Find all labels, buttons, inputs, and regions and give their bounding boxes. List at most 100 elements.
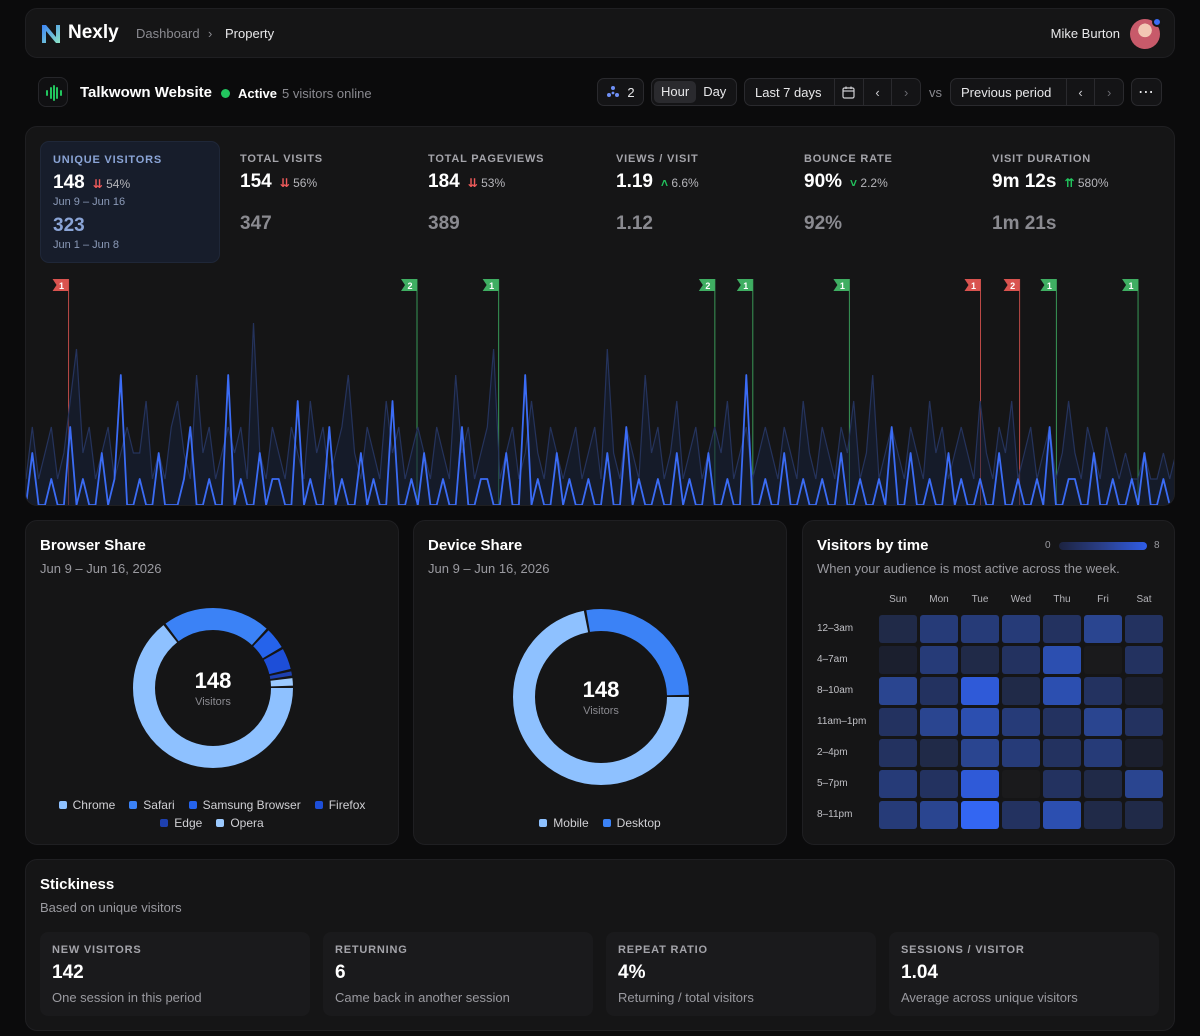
heat-cell[interactable] xyxy=(920,645,958,674)
heat-cell[interactable] xyxy=(1084,738,1122,767)
heat-cell[interactable] xyxy=(1043,645,1081,674)
metric-bounce-rate[interactable]: BOUNCE RATE 90% ˅ 2.2% 92% xyxy=(792,141,972,263)
heat-cell[interactable] xyxy=(1043,707,1081,736)
brand-name[interactable]: Nexly xyxy=(68,22,119,43)
heat-cell[interactable] xyxy=(1125,738,1163,767)
heat-cell[interactable] xyxy=(879,738,917,767)
nexly-logo-icon[interactable] xyxy=(40,23,62,45)
heat-cell[interactable] xyxy=(1043,800,1081,829)
status-dot xyxy=(221,89,230,98)
date-range-select[interactable]: Last 7 days xyxy=(755,84,822,100)
visitors-line-chart[interactable]: 1 2 1 2 1 1 1 2 1 1 xyxy=(26,267,1175,506)
annotation-flag[interactable]: 1 xyxy=(1040,279,1057,505)
heat-cell[interactable] xyxy=(1084,800,1122,829)
user-name[interactable]: Mike Burton xyxy=(1050,26,1120,41)
metric-views-per-visit[interactable]: VIEWS / VISIT 1.19 ˄ 6.6% 1.12 xyxy=(604,141,784,263)
metric-total-visits[interactable]: TOTAL VISITS 154 ⇊ 56% 347 xyxy=(228,141,408,263)
heat-cell[interactable] xyxy=(879,645,917,674)
heat-cell[interactable] xyxy=(961,676,999,705)
metric-unique-visitors[interactable]: UNIQUE VISITORS 148 ⇊ 54% Jun 9 – Jun 16… xyxy=(40,141,220,263)
heat-cell[interactable] xyxy=(1002,614,1040,643)
more-options-button[interactable]: ⋯ xyxy=(1131,78,1162,106)
heat-cell[interactable] xyxy=(920,676,958,705)
heat-cell[interactable] xyxy=(1043,676,1081,705)
legend-item-opera[interactable]: Opera xyxy=(216,816,264,830)
heat-cell[interactable] xyxy=(1125,769,1163,798)
heat-cell[interactable] xyxy=(920,707,958,736)
heat-day-headers: Sun Mon Tue Wed Thu Fri Sat xyxy=(879,594,1163,605)
heat-cell[interactable] xyxy=(1125,707,1163,736)
annotation-flag[interactable]: 1 xyxy=(736,279,754,505)
heat-cell[interactable] xyxy=(1084,676,1122,705)
heat-cell[interactable] xyxy=(920,614,958,643)
stickiness-card: Stickiness Based on unique visitors NEW … xyxy=(25,859,1175,1031)
heat-cell[interactable] xyxy=(961,769,999,798)
donut-slice-chrome[interactable] xyxy=(133,608,293,768)
segments-button[interactable]: 2 xyxy=(597,78,644,106)
heat-cell[interactable] xyxy=(1125,800,1163,829)
metric-total-pageviews[interactable]: TOTAL PAGEVIEWS 184 ⇊ 53% 389 xyxy=(416,141,596,263)
heat-cell[interactable] xyxy=(879,614,917,643)
legend-item-safari[interactable]: Safari xyxy=(129,798,175,812)
heat-cell[interactable] xyxy=(1084,614,1122,643)
heat-cell[interactable] xyxy=(879,707,917,736)
legend-label: Samsung Browser xyxy=(202,798,301,812)
heat-day-sun: Sun xyxy=(889,594,907,605)
panel-title: Device Share xyxy=(428,537,523,554)
hour-button[interactable]: Hour xyxy=(654,81,697,103)
browser-donut-chart[interactable] xyxy=(126,601,300,775)
legend-item-firefox[interactable]: Firefox xyxy=(314,798,365,812)
heat-cell[interactable] xyxy=(1002,800,1040,829)
metric-value: 184 xyxy=(428,171,460,192)
heat-cell[interactable] xyxy=(879,800,917,829)
heat-cell[interactable] xyxy=(1125,614,1163,643)
heat-cell[interactable] xyxy=(1084,769,1122,798)
heat-cell[interactable] xyxy=(1084,645,1122,674)
heat-cell[interactable] xyxy=(920,769,958,798)
heat-cell[interactable] xyxy=(961,614,999,643)
heat-cell[interactable] xyxy=(961,707,999,736)
heat-cell[interactable] xyxy=(961,645,999,674)
donut-slice-mobile[interactable] xyxy=(513,609,689,785)
compare-prev-icon[interactable]: ‹ xyxy=(1065,79,1095,105)
day-button[interactable]: Day xyxy=(703,84,727,99)
legend-item-desktop[interactable]: Desktop xyxy=(602,816,661,830)
heat-cell[interactable] xyxy=(1125,645,1163,674)
heat-cell[interactable] xyxy=(1043,614,1081,643)
device-donut-chart[interactable] xyxy=(511,607,691,787)
range-next-icon[interactable]: › xyxy=(891,79,920,105)
donut-slice-desktop[interactable] xyxy=(513,609,689,785)
heat-cell[interactable] xyxy=(879,769,917,798)
stat-label: REPEAT RATIO xyxy=(618,944,708,956)
avatar[interactable] xyxy=(1130,17,1162,49)
site-name[interactable]: Talkwown Website xyxy=(80,84,212,101)
heat-cell[interactable] xyxy=(920,800,958,829)
legend-item-mobile[interactable]: Mobile xyxy=(539,816,589,830)
heat-cell[interactable] xyxy=(961,738,999,767)
heat-cell[interactable] xyxy=(1002,707,1040,736)
legend-label: Desktop xyxy=(616,816,661,830)
heat-cell[interactable] xyxy=(1084,707,1122,736)
heat-cell[interactable] xyxy=(1002,676,1040,705)
calendar-icon[interactable] xyxy=(834,79,863,105)
heat-cell[interactable] xyxy=(1125,676,1163,705)
metric-visit-duration[interactable]: VISIT DURATION 9m 12s ⇈ 580% 1m 21s xyxy=(980,141,1160,263)
annotation-flag[interactable]: 1 xyxy=(1122,279,1139,505)
compare-select[interactable]: Previous period xyxy=(961,84,1052,100)
heat-cell[interactable] xyxy=(1043,738,1081,767)
donut-slice-safari[interactable] xyxy=(133,608,293,768)
heat-cell[interactable] xyxy=(1043,769,1081,798)
breadcrumb-dashboard[interactable]: Dashboard xyxy=(136,26,200,41)
range-prev-icon[interactable]: ‹ xyxy=(862,79,892,105)
legend-item-chrome[interactable]: Chrome xyxy=(58,798,115,812)
annotation-flag[interactable]: 2 xyxy=(1003,279,1021,505)
heat-cell[interactable] xyxy=(1002,769,1040,798)
legend-item-edge[interactable]: Edge xyxy=(160,816,202,830)
legend-item-samsung-browser[interactable]: Samsung Browser xyxy=(188,798,301,812)
compare-next-icon[interactable]: › xyxy=(1094,79,1123,105)
heat-cell[interactable] xyxy=(1002,738,1040,767)
heat-cell[interactable] xyxy=(1002,645,1040,674)
heat-cell[interactable] xyxy=(920,738,958,767)
heat-cell[interactable] xyxy=(961,800,999,829)
heat-cell[interactable] xyxy=(879,676,917,705)
